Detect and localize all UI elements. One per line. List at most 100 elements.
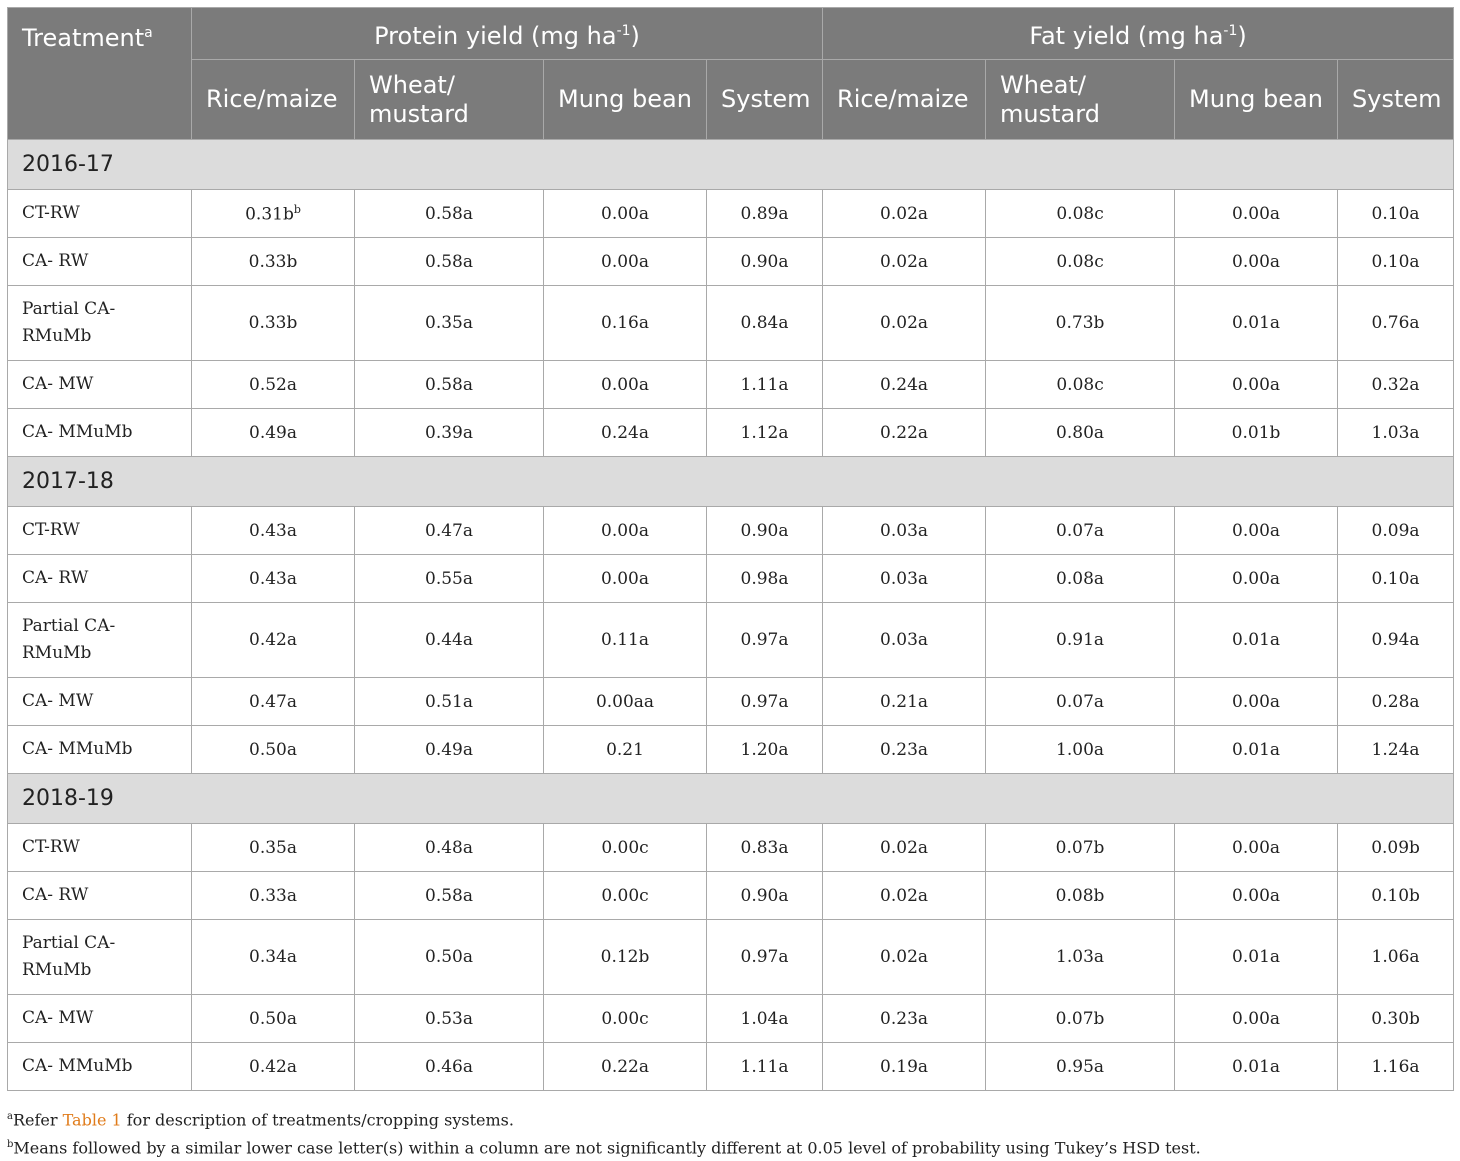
table-cell: 0.42a <box>191 1042 355 1091</box>
cell-value: 0.43a <box>249 520 297 541</box>
table-cell: 0.52a <box>191 360 355 409</box>
cell-value: 1.11a <box>740 374 789 395</box>
cell-value: 0.95a <box>1056 1056 1105 1077</box>
cell-value: 0.00a <box>1232 691 1281 712</box>
footnote-a-pre: Refer <box>12 1110 63 1130</box>
table-cell: 0.21 <box>543 725 707 774</box>
header-protein-sup: -1 <box>616 22 631 39</box>
treatment-label: CA- MW <box>7 677 192 726</box>
table-cell: 0.07b <box>985 994 1176 1043</box>
table-cell: 0.34a <box>191 919 355 995</box>
table-cell: 0.50a <box>354 919 544 995</box>
table-cell: 0.42a <box>191 602 355 678</box>
cell-value: 0.01a <box>1232 739 1281 760</box>
cell-value: 0.01a <box>1232 630 1281 650</box>
treatment-label: Partial CA-RMuMb <box>7 285 192 361</box>
table-cell: 0.08c <box>985 237 1176 286</box>
cell-value: 0.01a <box>1232 313 1281 333</box>
cell-value: 0.73b <box>1055 313 1105 333</box>
cell-value: 0.02a <box>880 251 929 272</box>
header-col-fat-0: Rice/maize <box>822 59 987 140</box>
cell-value: 0.80a <box>1056 422 1105 443</box>
table-cell: 0.55a <box>354 554 544 603</box>
header-protein-label: Protein yield (mg ha <box>374 21 617 50</box>
table-cell: 0.02a <box>822 823 987 872</box>
table-cell: 0.97a <box>705 919 824 995</box>
cell-value: 0.90a <box>740 885 789 906</box>
cell-value: 0.00a <box>1232 837 1281 858</box>
header-col-fat-2: Mung bean <box>1174 59 1339 140</box>
table-cell: 0.28a <box>1337 677 1455 726</box>
cell-value: 0.58a <box>425 251 473 272</box>
table-cell: 0.00a <box>1174 994 1339 1043</box>
table-row: CA- MW 0.50a 0.53a 0.00c 1.04a 0.23a 0.07b 0.00… <box>7 994 1455 1043</box>
table-row: CA- RW 0.33b 0.58a 0.00a 0.90a 0.02a 0.08c 0.00… <box>7 237 1455 286</box>
cell-value: 0.76a <box>1371 313 1420 333</box>
table-cell: 0.89a <box>705 189 824 238</box>
cell-value: 1.24a <box>1371 739 1420 760</box>
table-row: CA- MMuMb 0.49a 0.39a 0.24a 1.12a 0.22a 0.80a 0… <box>7 408 1455 457</box>
cell-value: 0.58a <box>425 203 473 224</box>
table-cell: 0.10a <box>1337 237 1455 286</box>
table-1-link[interactable]: Table 1 <box>62 1110 122 1130</box>
table-cell: 0.01a <box>1174 919 1339 995</box>
table-cell: 0.07a <box>985 506 1176 555</box>
cell-value: 0.01a <box>1232 1056 1281 1077</box>
cell-value: 0.35a <box>249 837 297 858</box>
cell-value: 0.01a <box>1232 947 1281 967</box>
table-cell: 1.00a <box>985 725 1176 774</box>
header-protein-yield: Protein yield (mg ha-1) <box>190 7 824 60</box>
cell-value: 0.49a <box>425 739 473 760</box>
cell-value: 0.08c <box>1056 374 1104 395</box>
header-fat-close: ) <box>1237 21 1247 50</box>
cell-value: 1.16a <box>1371 1056 1420 1077</box>
table-cell: 0.03a <box>822 506 987 555</box>
header-treatment-sup: a <box>144 25 153 41</box>
header-fat-label: Fat yield (mg ha <box>1029 21 1224 50</box>
cell-value: 0.09b <box>1371 837 1420 858</box>
cell-value: 0.07a <box>1056 691 1105 712</box>
treatment-label: CA- MMuMb <box>7 408 192 457</box>
cell-value: 1.03a <box>1056 947 1105 967</box>
cell-value: 0.35a <box>425 313 473 333</box>
table-cell: 0.73b <box>985 285 1176 361</box>
table-row: CA- MMuMb 0.50a 0.49a 0.21 1.20a 0.23a 1.00a 0.… <box>7 725 1455 774</box>
table-cell: 0.22a <box>543 1042 707 1091</box>
cell-value: 0.00a <box>601 374 649 395</box>
cell-value: 0.39a <box>425 422 473 443</box>
cell-value: 0.97a <box>740 947 789 967</box>
cell-value: 0.58a <box>425 885 473 906</box>
header-treatment-label: Treatment <box>22 24 145 52</box>
cell-value: 0.03a <box>880 568 929 589</box>
table-cell: 0.00a <box>1174 237 1339 286</box>
table-cell: 0.35a <box>354 285 544 361</box>
table-cell: 1.11a <box>705 360 824 409</box>
cell-value: 0.08a <box>1056 568 1105 589</box>
cell-value: 0.08c <box>1056 203 1104 224</box>
table-row: CT-RW 0.31bb 0.58a 0.00a 0.89a 0.02a 0.08c 0.00… <box>7 189 1455 238</box>
table-cell: 0.35a <box>191 823 355 872</box>
cell-value: 0.12b <box>600 947 650 967</box>
header-col-protein-1: Wheat/ mustard <box>354 59 544 140</box>
table-cell: 0.00c <box>543 823 707 872</box>
table-cell: 0.00a <box>543 506 707 555</box>
header-col-protein-2: Mung bean <box>543 59 707 140</box>
cell-value: 0.52a <box>249 374 297 395</box>
table-cell: 0.39a <box>354 408 544 457</box>
cell-value: 0.07b <box>1055 1008 1105 1029</box>
cell-value: 0.00a <box>1232 885 1281 906</box>
table-cell: 0.03a <box>822 602 987 678</box>
cell-value: 0.07b <box>1055 837 1105 858</box>
table-cell: 0.91a <box>985 602 1176 678</box>
table-cell: 0.12b <box>543 919 707 995</box>
treatment-label: CT-RW <box>7 506 192 555</box>
table-cell: 0.00a <box>543 360 707 409</box>
cell-value: 0.03a <box>880 520 929 541</box>
cell-value: 1.12a <box>740 422 789 443</box>
table-cell: 0.00a <box>1174 506 1339 555</box>
cell-value: 0.02a <box>880 947 929 967</box>
table-cell: 1.16a <box>1337 1042 1455 1091</box>
cell-value: 1.00a <box>1056 739 1105 760</box>
table-cell: 0.47a <box>191 677 355 726</box>
table-cell: 1.24a <box>1337 725 1455 774</box>
